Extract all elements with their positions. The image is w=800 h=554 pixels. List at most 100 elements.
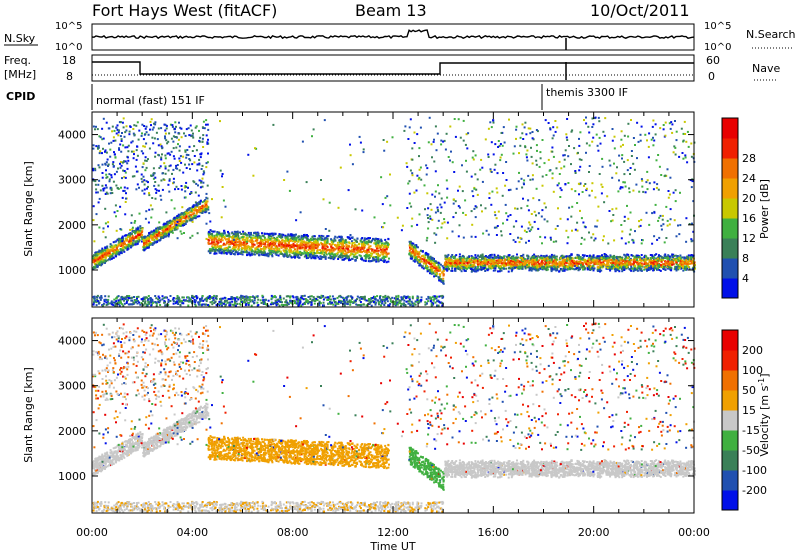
power-echo [473,259,476,262]
power-echo [551,264,554,267]
power-echo [331,246,334,249]
power-echo [130,241,133,244]
power-echo [673,268,676,271]
power-echo [147,234,149,237]
power-echo [328,250,331,253]
power-echo [140,240,143,243]
power-echo [458,253,461,256]
power-echo [543,255,546,258]
power-echo [200,207,203,210]
power-echo [426,270,429,273]
power-echo [299,242,302,245]
power-echo [409,247,412,250]
power-echo [516,265,519,268]
power-echo [419,257,422,260]
power-echo [377,242,380,245]
power-echo [245,236,248,239]
power-echo [269,237,272,240]
power-echo [326,241,329,244]
power-echo [330,251,333,253]
power-echo [261,253,264,256]
power-echo [97,258,100,261]
power-echo [233,230,236,233]
power-echo [619,259,621,262]
power-echo [692,260,695,263]
power-echo [491,265,494,267]
power-echo [322,250,324,253]
power-echo [535,264,538,267]
power-echo [136,242,139,245]
power-echo [143,245,146,248]
power-echo [507,260,510,263]
power-echo [240,233,243,235]
freq-left-tick-top: 18 [62,54,76,67]
power-echo [685,263,688,265]
power-echo [186,209,189,212]
power-echo [625,256,628,259]
power-echo [568,265,571,268]
power-echo [217,249,219,252]
power-echo [605,259,608,262]
power-echo [635,268,638,271]
power-echo [171,220,174,223]
power-echo [583,254,586,257]
power-echo [551,261,554,264]
power-echo [560,262,563,265]
power-echo [320,241,323,244]
power-echo [113,249,115,252]
power-echo [460,257,463,260]
power-echo [573,262,576,265]
power-echo [169,228,172,231]
power-echo [326,249,328,252]
power-echo [340,250,343,253]
power-echo [190,219,193,222]
power-echo [369,252,372,255]
power-echo [516,267,519,270]
power-echo [187,211,190,214]
power-echo [524,263,527,265]
nave-label: Nave [752,62,780,75]
power-echo [281,239,283,242]
power-echo [427,256,430,259]
power-echo [137,240,140,243]
power-echo [158,234,161,237]
power-echo [663,254,666,257]
power-echo [385,251,388,254]
power-echo [223,247,226,250]
power-echo [588,254,591,257]
power-echo [221,234,224,237]
power-echo [177,216,180,218]
cpid-mode-normal: normal (fast) 151 IF [96,94,205,107]
power-echo [122,241,125,244]
power-echo [93,254,95,257]
power-echo [387,260,390,263]
power-echo [259,237,262,240]
power-echo [303,246,306,249]
power-echo [639,263,642,266]
power-echo [377,259,380,262]
power-echo [556,265,559,268]
power-echo [657,264,660,267]
power-echo [299,245,302,248]
power-echo [527,261,530,263]
power-echo [299,250,302,253]
power-echo [375,256,378,258]
power-echo [108,258,110,261]
power-echo [214,246,217,249]
power-echo [429,263,432,266]
power-echo [173,216,176,219]
power-echo [610,265,613,268]
power-echo [292,244,295,247]
noise-left-tick-top: 10^5 [55,21,82,32]
power-echo [497,270,499,273]
power-echo [249,236,252,239]
power-echo [223,251,226,254]
power-echo [161,235,164,238]
power-echo [427,254,429,257]
power-echo [333,237,336,240]
power-echo [214,251,216,254]
power-echo [225,242,228,245]
power-echo [598,255,601,258]
power-echo [328,248,331,251]
